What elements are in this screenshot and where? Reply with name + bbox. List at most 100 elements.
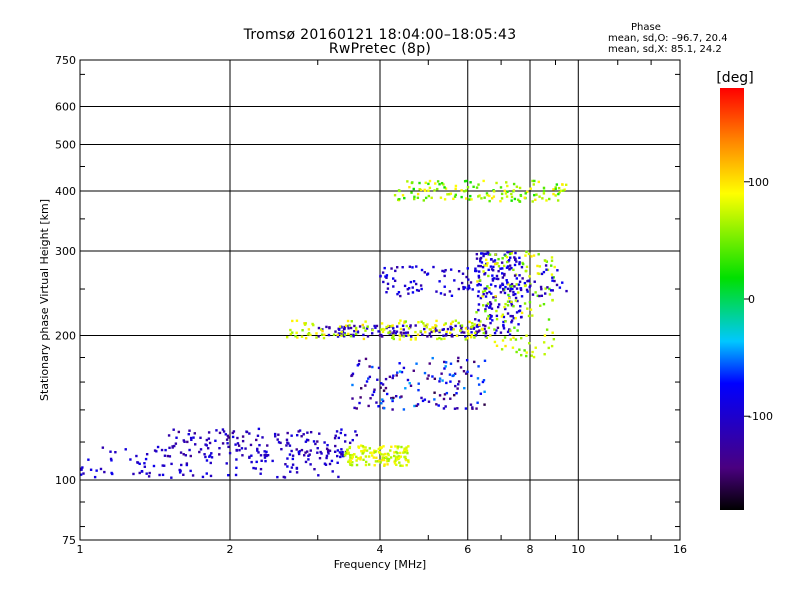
- echo-point: [372, 390, 376, 394]
- echo-point: [248, 432, 251, 435]
- echo-point: [419, 284, 423, 287]
- echo-point: [349, 334, 353, 338]
- echo-point: [394, 269, 397, 273]
- chart-subtitle: RwPretec (8p): [328, 41, 432, 57]
- echo-point: [489, 317, 492, 320]
- echo-point: [464, 335, 467, 338]
- echo-point: [508, 264, 512, 267]
- echo-point: [516, 329, 519, 332]
- echo-point: [484, 330, 488, 333]
- echo-point: [390, 445, 393, 448]
- echo-point: [344, 324, 348, 327]
- echo-point: [385, 274, 389, 277]
- echo-point: [354, 326, 358, 330]
- echo-point: [546, 286, 549, 289]
- echo-point: [399, 294, 402, 298]
- echo-point: [245, 430, 248, 433]
- echo-point: [237, 444, 241, 447]
- echo-point: [545, 199, 548, 202]
- echo-point: [557, 186, 561, 190]
- echo-point: [423, 189, 427, 192]
- echo-point: [525, 250, 528, 254]
- echo-point: [530, 354, 533, 357]
- echo-point: [232, 430, 236, 433]
- echo-point: [163, 454, 167, 457]
- echo-point: [392, 334, 395, 337]
- echo-point: [525, 351, 528, 354]
- echo-point: [519, 353, 523, 357]
- echo-point: [525, 265, 529, 269]
- echo-point: [304, 336, 308, 340]
- echo-point: [556, 269, 559, 272]
- echo-point: [503, 336, 507, 339]
- y-tick-label: 600: [55, 101, 76, 114]
- echo-point: [334, 444, 337, 448]
- echo-point: [548, 287, 551, 291]
- echo-point: [478, 194, 481, 197]
- echo-point: [248, 456, 251, 459]
- echo-point: [494, 295, 497, 298]
- echo-point: [440, 372, 443, 375]
- echo-point: [291, 319, 294, 323]
- echo-point: [477, 270, 481, 273]
- echo-point: [490, 314, 493, 318]
- echo-point: [520, 315, 523, 319]
- echo-point: [443, 274, 446, 278]
- echo-point: [481, 295, 484, 298]
- echo-point: [528, 275, 531, 278]
- echo-point: [396, 371, 399, 374]
- echo-point: [436, 337, 439, 341]
- echo-point: [416, 192, 420, 196]
- x-tick-label: 16: [673, 543, 687, 556]
- echo-point: [521, 277, 524, 280]
- echo-point: [496, 305, 500, 309]
- echo-point: [470, 331, 473, 334]
- echo-point: [374, 326, 377, 329]
- echo-point: [395, 374, 398, 377]
- echo-point: [515, 283, 518, 286]
- echo-point: [318, 432, 321, 435]
- echo-point: [449, 362, 453, 365]
- echo-point: [512, 189, 516, 192]
- echo-point: [290, 466, 294, 469]
- x-tick-label: 1: [77, 543, 84, 556]
- echo-point: [441, 269, 444, 273]
- echo-point: [493, 277, 496, 280]
- colorbar-tick-label: 0: [748, 293, 755, 306]
- echo-point: [259, 472, 262, 475]
- echo-point: [110, 471, 113, 475]
- echo-point: [485, 258, 488, 261]
- stats-o-mode: mean, sd,O: –96.7, 20.4: [608, 33, 728, 44]
- echo-point: [198, 450, 201, 454]
- echo-point: [209, 461, 212, 465]
- echo-point: [433, 189, 436, 192]
- echo-point: [438, 183, 441, 186]
- echo-point: [375, 401, 378, 404]
- echo-point: [428, 179, 432, 183]
- echo-point: [231, 431, 234, 435]
- echo-point: [481, 265, 485, 269]
- echo-point: [99, 467, 103, 471]
- echo-point: [396, 292, 399, 296]
- echo-point: [536, 272, 540, 275]
- echo-point: [194, 443, 197, 446]
- echo-point: [529, 308, 533, 311]
- echo-point: [207, 437, 211, 440]
- echo-point: [443, 293, 446, 296]
- echo-point: [460, 324, 464, 327]
- echo-point: [265, 450, 268, 454]
- echo-point: [382, 453, 385, 456]
- echo-point: [504, 192, 508, 195]
- echo-point: [495, 317, 499, 321]
- echo-point: [469, 327, 473, 330]
- echo-point: [400, 370, 404, 374]
- echo-point: [517, 291, 520, 294]
- echo-point: [307, 458, 310, 461]
- echo-point: [488, 290, 491, 294]
- echo-point: [531, 179, 534, 183]
- echo-point: [539, 285, 543, 289]
- echo-point: [510, 300, 513, 304]
- echo-point: [344, 451, 348, 455]
- echo-point: [491, 274, 494, 277]
- echo-point: [346, 324, 349, 328]
